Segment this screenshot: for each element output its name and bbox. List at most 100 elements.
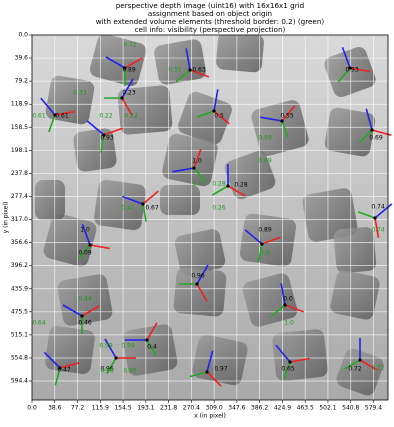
object-shape — [122, 324, 178, 376]
cell-label: 0.67 — [145, 205, 159, 212]
x-tick-label: 115.9 — [92, 405, 109, 412]
cell-label: 1.0 — [260, 250, 270, 257]
x-tick-label: 424.9 — [274, 405, 291, 412]
frame-axis — [89, 244, 110, 250]
origin-dot — [226, 184, 230, 188]
frame-axis — [100, 134, 105, 153]
frame-axis — [142, 203, 147, 222]
frame-axis — [206, 350, 214, 373]
frame-axis — [81, 305, 100, 317]
object-shape — [89, 35, 147, 86]
frame-axis — [349, 67, 370, 73]
frame-axis — [121, 97, 133, 116]
cell-label: 0.65 — [281, 366, 295, 373]
frame-axis — [103, 127, 124, 136]
cell-label: 1.0 — [192, 181, 202, 188]
cell-label: 1.0 — [80, 227, 90, 234]
y-tick-label: 198.1 — [11, 147, 28, 154]
origin-dot — [53, 113, 57, 117]
frame-axis — [344, 359, 361, 370]
cell-label: 0.72 — [348, 366, 362, 373]
object-shape — [333, 227, 377, 273]
x-tick-label: 154.5 — [114, 405, 131, 412]
frame-axis — [196, 110, 215, 118]
x-tick-label: 38.6 — [48, 405, 62, 412]
frame-axis — [142, 190, 159, 205]
frame-axis — [105, 56, 126, 69]
origin-dot — [260, 242, 264, 246]
cell-label: 0.22 — [124, 113, 138, 120]
object-shape — [324, 107, 376, 157]
origin-dot — [195, 282, 199, 286]
origin-dot — [120, 96, 124, 100]
object-shape — [94, 179, 146, 231]
frame-axis — [185, 48, 191, 71]
frame-axis — [175, 69, 191, 83]
origin-dot — [88, 243, 92, 247]
object-shape — [324, 46, 376, 98]
object-shape — [216, 35, 264, 73]
frame-axis — [281, 105, 296, 122]
frame-axis — [275, 344, 291, 363]
x-tick-label: 347.6 — [228, 405, 245, 412]
frame-axis — [280, 283, 286, 306]
origin-dot — [123, 66, 127, 70]
title-line: perspective depth image (uint16) with 16… — [116, 1, 305, 10]
cell-label: 0.61 — [55, 113, 69, 120]
cell-label: 0.96 — [100, 366, 114, 373]
origin-dot — [205, 370, 209, 374]
cell-label: 0.23 — [122, 90, 136, 97]
object-shape — [35, 180, 65, 220]
frame-axis — [281, 120, 289, 139]
frame-axis — [213, 89, 219, 112]
cell-label: 0.26 — [212, 205, 226, 212]
origin-dot — [80, 314, 84, 318]
frame-axis — [283, 361, 291, 380]
frame-axis — [54, 367, 61, 386]
origin-dot — [58, 366, 62, 370]
frame-axis — [196, 264, 209, 285]
cell-label: 0.55 — [280, 113, 294, 120]
frame-axis — [227, 185, 246, 197]
object-shape — [336, 348, 384, 396]
object-shape — [57, 274, 113, 326]
frame-axis — [289, 357, 310, 363]
object-shape — [242, 273, 298, 327]
frame-axis — [341, 47, 351, 69]
y-tick-label: 396.2 — [11, 262, 28, 269]
y-tick-label: 158.5 — [11, 124, 28, 131]
frame-axis — [59, 362, 80, 369]
cell-label: 0.74 — [371, 204, 385, 211]
frame-axis — [270, 304, 286, 318]
cell-label: 0.72 — [123, 42, 137, 49]
cell-label: 0.46 — [78, 320, 92, 327]
frame-axis — [196, 283, 208, 302]
frame-axis — [258, 243, 263, 262]
cell-label: 0.28 — [212, 181, 226, 188]
origin-dot — [145, 338, 149, 342]
frame-axis — [189, 69, 210, 78]
frame-axis — [106, 357, 117, 374]
cell-label: 0.44 — [78, 296, 92, 303]
object-shape — [239, 213, 297, 267]
origin-dot — [358, 358, 362, 362]
x-tick-label: 77.2 — [71, 405, 85, 412]
cell-label: 0.47 — [57, 367, 71, 374]
frame-axis — [43, 351, 61, 369]
origin-dot — [114, 356, 118, 360]
y-tick-label: 317.0 — [11, 216, 28, 223]
frame-axis — [337, 67, 351, 83]
object-shape — [251, 100, 309, 156]
object-shape — [224, 150, 276, 200]
cell-label: 0.96 — [123, 368, 137, 375]
cell-label: 1.0 — [192, 158, 202, 165]
object-shape — [45, 75, 95, 125]
cell-label: 0.64 — [32, 320, 46, 327]
frame-axis — [193, 167, 207, 183]
object-shape — [173, 267, 227, 317]
frame-axis — [213, 110, 230, 125]
frame-axis — [146, 322, 158, 341]
frame-axis — [104, 338, 117, 359]
frame-axis — [77, 244, 91, 260]
